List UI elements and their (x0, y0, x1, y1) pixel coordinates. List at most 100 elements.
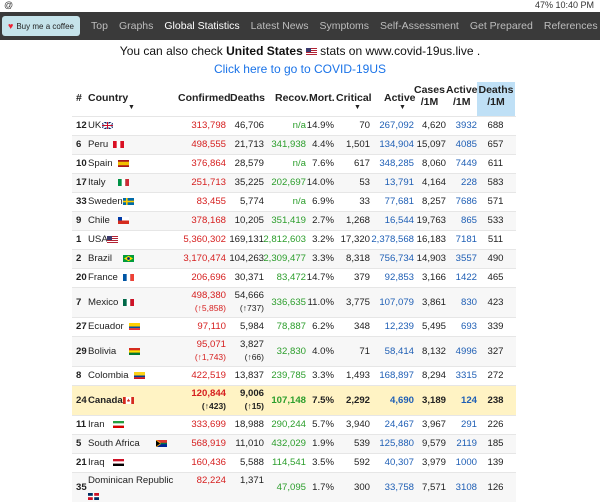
cell-country[interactable]: Peru (88, 139, 109, 150)
coffee-heart-icon: ♥ (8, 21, 14, 31)
status-right: 47% 10:40 PM (535, 0, 594, 10)
cell-cases1m: 9,579 (421, 438, 446, 449)
cell-confirmed: 378,168 (191, 215, 226, 226)
cell-country[interactable]: Mexico (88, 297, 119, 308)
cell-country[interactable]: South Africa (88, 438, 140, 449)
cell-confirmed-increase: (↑5,858) (194, 303, 226, 313)
cell-country[interactable]: Ecuador (88, 321, 124, 332)
banner-post: stats on www.covid-19us.live . (316, 44, 481, 58)
cell-confirmed: 251,713 (191, 177, 226, 188)
col-header-active1m[interactable]: Active/1M (446, 84, 478, 108)
usa-flag-icon (107, 236, 119, 243)
nav-item-top[interactable]: Top (91, 20, 108, 32)
cell-confirmed: 97,110 (197, 321, 226, 332)
nav-item-latest-news[interactable]: Latest News (250, 20, 309, 32)
cell-deaths-increase: (↑737) (239, 303, 264, 313)
col-header-deaths1m[interactable]: Deaths/1M (477, 82, 515, 116)
cell-country[interactable]: Brazil (88, 253, 112, 264)
cell-rank: 6 (76, 139, 82, 150)
nav-item-symptoms[interactable]: Symptoms (319, 20, 370, 32)
cell-critical: 3,940 (345, 419, 370, 430)
nav-item-get-prepared[interactable]: Get Prepared (469, 20, 533, 32)
cell-country[interactable]: Sweden (88, 196, 123, 207)
cell-critical: 17,320 (340, 234, 370, 245)
cell-recov: 336,635 (271, 297, 306, 308)
cell-cases1m: 3,189 (421, 395, 446, 406)
cell-mort: 4.4% (312, 139, 334, 150)
buy-me-a-coffee-button[interactable]: ♥ Buy me a coffee (2, 16, 81, 36)
nav-item-global-statistics[interactable]: Global Statistics (164, 20, 240, 32)
cell-mort: 6.9% (312, 196, 334, 207)
cell-critical: 3,775 (345, 297, 370, 308)
col-header-active[interactable]: Active (384, 92, 416, 104)
nav-item-graphs[interactable]: Graphs (118, 20, 154, 32)
canada-flag-icon (123, 397, 135, 404)
col-header-confirmed[interactable]: Confirmed (178, 92, 231, 104)
cell-country[interactable]: Canada (88, 395, 123, 406)
cell-recov: 432,029 (271, 438, 306, 449)
cell-critical: 1,268 (345, 215, 370, 226)
table-row: 9 Chile 378,168 10,205 351,419 2.7% 1,268 16,54… (72, 211, 516, 230)
cell-active: 40,307 (384, 457, 414, 468)
cell-country[interactable]: Italy (88, 177, 106, 188)
cell-deaths1m: 533 (487, 215, 504, 226)
covid19us-link[interactable]: Click here to go to COVID-19US (213, 62, 387, 76)
cell-active: 4,690 (389, 395, 414, 406)
cell-mort: 14.0% (306, 177, 334, 188)
cell-active: 125,880 (379, 438, 414, 449)
cell-confirmed: 422,519 (191, 370, 226, 381)
table-row: 33 Sweden 83,455 5,774 n/a 6.9% 33 77,681 8,257 7… (72, 192, 516, 211)
cell-country[interactable]: Dominican Republic (88, 475, 174, 486)
cell-cases1m: 8,257 (421, 196, 446, 207)
bolivia-flag-icon (128, 348, 140, 355)
cell-mort: 4.0% (312, 346, 334, 357)
cell-rank: 5 (76, 438, 82, 449)
cell-country[interactable]: Colombia (88, 370, 129, 381)
col-header-critical[interactable]: Critical (336, 92, 372, 104)
cell-active1m: 3932 (455, 120, 477, 131)
cell-confirmed: 83,455 (196, 196, 226, 207)
cell-country[interactable]: Spain (88, 158, 113, 169)
cell-deaths1m: 126 (487, 482, 504, 493)
cell-deaths: 46,706 (234, 120, 264, 131)
table-row: 1 USA 5,360,302 169,131 2,812,603 3.2% 17,320 2… (72, 230, 516, 249)
france-flag-icon (123, 274, 135, 281)
cell-active1m: 2119 (456, 438, 477, 449)
col-header-deaths[interactable]: Deaths (230, 92, 266, 104)
cell-deaths: 28,579 (234, 158, 264, 169)
cell-cases1m: 8,060 (421, 158, 446, 169)
cell-country[interactable]: USA (88, 234, 108, 245)
col-header-country[interactable]: Country (88, 92, 129, 104)
usa-flag-icon (305, 48, 317, 56)
cell-country[interactable]: Chile (88, 215, 110, 226)
cell-mort: 6.2% (312, 321, 334, 332)
cell-recov: 83,472 (276, 272, 306, 283)
cell-recov: 202,697 (271, 177, 306, 188)
cell-country[interactable]: UK (88, 120, 102, 131)
nav-item-self-assessment[interactable]: Self-Assessment (380, 20, 459, 32)
col-header-rank[interactable]: # (76, 92, 82, 104)
table-row: 35 Dominican Republic 82,224 1,371 47,095 1.7… (72, 472, 516, 502)
sort-country-icon[interactable]: ▼ (128, 104, 135, 111)
cell-country[interactable]: Iran (88, 419, 105, 430)
cell-recov: 239,785 (271, 370, 306, 381)
cell-country[interactable]: France (88, 272, 118, 283)
table-row: 10 Spain 376,864 28,579 n/a 7.6% 617 348,285 8,0… (72, 154, 516, 173)
sort-active-icon[interactable]: ▼ (399, 104, 406, 111)
col-header-recov[interactable]: Recov. (275, 92, 309, 104)
col-header-cases1m[interactable]: Cases/1M (414, 84, 445, 108)
cell-active1m: 1000 (455, 457, 477, 468)
cell-critical: 592 (353, 457, 370, 468)
cell-deaths-increase: (↑66) (244, 352, 264, 362)
col-header-mort[interactable]: Mort. (309, 92, 335, 104)
brazil-flag-icon (123, 255, 135, 262)
nav-item-references[interactable]: References (543, 20, 598, 32)
sort-critical-icon[interactable]: ▼ (354, 104, 361, 111)
cell-mort: 2.7% (312, 215, 334, 226)
cell-active1m: 124 (460, 395, 477, 406)
cell-country[interactable]: Bolivia (88, 346, 117, 357)
mexico-flag-icon (123, 299, 135, 306)
cell-country[interactable]: Iraq (88, 457, 105, 468)
table-body: 12 UK 313,798 46,706 n/a 14.9% 70 267,092 4,620 3… (72, 116, 516, 502)
cell-deaths1m: 465 (487, 272, 504, 283)
